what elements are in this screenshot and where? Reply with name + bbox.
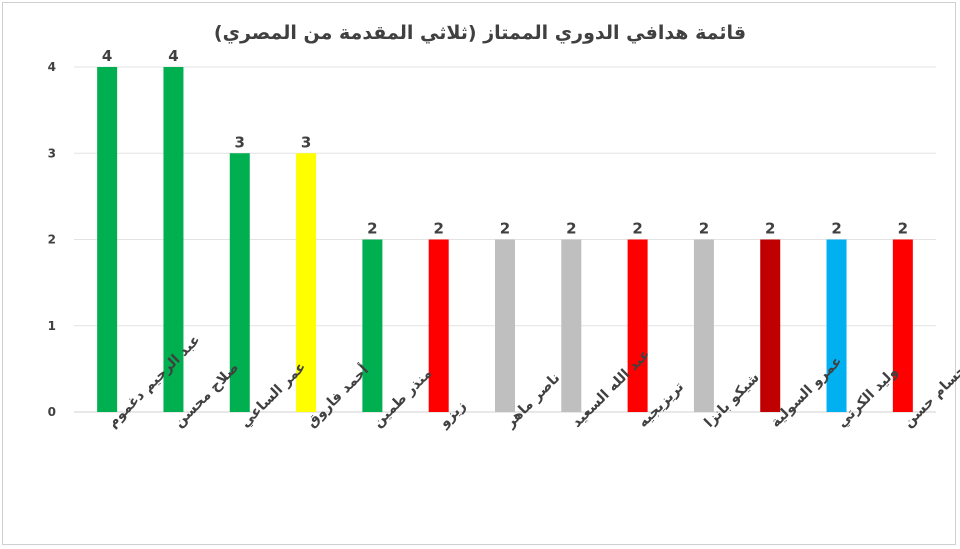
data-label: 2: [566, 220, 576, 238]
bar: [627, 239, 648, 412]
data-label: 2: [699, 220, 709, 238]
data-label: 2: [898, 220, 908, 238]
y-tick-label: 0: [48, 405, 56, 419]
data-label: 4: [168, 47, 178, 65]
y-tick-label: 2: [48, 233, 56, 247]
y-tick-label: 4: [48, 60, 56, 74]
bar: [362, 239, 383, 412]
bar: [826, 239, 847, 412]
data-label: 2: [765, 220, 775, 238]
data-label: 2: [367, 220, 377, 238]
data-label: 3: [235, 133, 245, 151]
bar: [163, 67, 184, 412]
data-label: 2: [831, 220, 841, 238]
bar: [428, 239, 449, 412]
y-tick-label: 3: [48, 146, 56, 160]
bar: [97, 67, 118, 412]
bar: [561, 239, 582, 412]
data-label: 2: [433, 220, 443, 238]
bar: [892, 239, 913, 412]
bar: [296, 153, 317, 412]
data-label: 4: [102, 47, 112, 65]
chart-title: قائمة هدافي الدوري الممتاز (ثلاثي المقدم…: [213, 22, 747, 44]
y-tick-label: 1: [48, 319, 56, 333]
bar: [693, 239, 714, 412]
data-label: 2: [500, 220, 510, 238]
bar: [229, 153, 250, 412]
data-label: 2: [632, 220, 642, 238]
data-label: 3: [301, 133, 311, 151]
bar: [760, 239, 781, 412]
bar: [495, 239, 515, 412]
